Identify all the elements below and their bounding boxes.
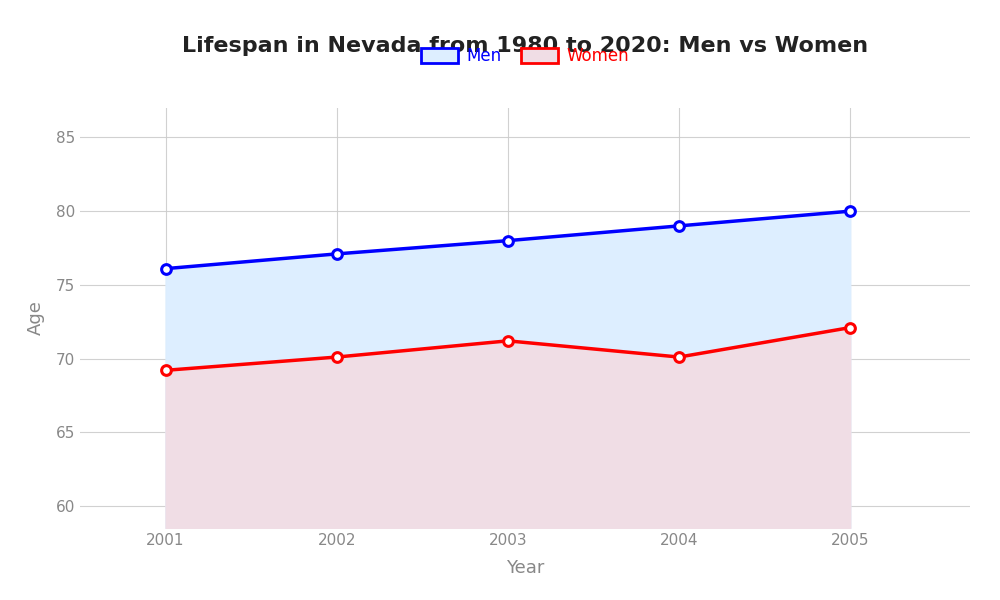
Y-axis label: Age: Age xyxy=(27,301,45,335)
Title: Lifespan in Nevada from 1980 to 2020: Men vs Women: Lifespan in Nevada from 1980 to 2020: Me… xyxy=(182,37,868,56)
X-axis label: Year: Year xyxy=(506,559,544,577)
Legend: Men, Women: Men, Women xyxy=(414,41,636,72)
